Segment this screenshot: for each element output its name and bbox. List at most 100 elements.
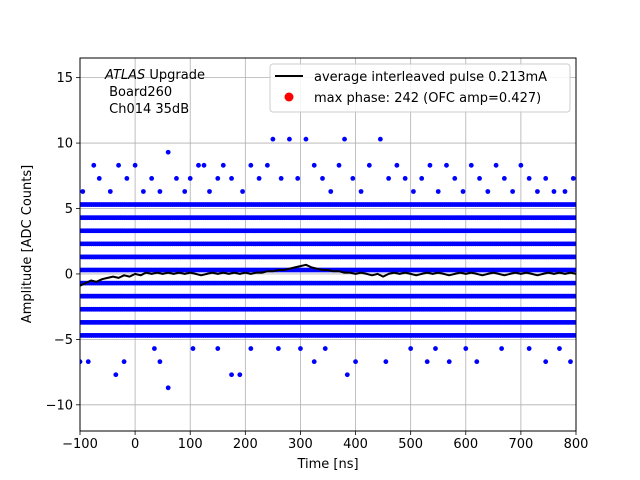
scatter-point (433, 346, 438, 351)
scatter-point (287, 136, 292, 142)
legend-dot-marker (284, 92, 294, 102)
scatter-point (190, 346, 196, 351)
scatter-point (215, 346, 221, 351)
scatter-point (80, 359, 83, 365)
scatter-point (435, 189, 441, 194)
scatter-point (543, 176, 549, 181)
scatter-point (116, 162, 121, 168)
scatter-point (386, 176, 392, 181)
scatter-point (229, 372, 234, 378)
scatter-point (248, 162, 254, 168)
scatter-point (344, 372, 350, 378)
scatter-point (394, 162, 400, 168)
x-tick-label: 700 (508, 437, 533, 452)
scatter-point (336, 162, 342, 168)
scatter-point (303, 136, 309, 142)
scatter-point (85, 359, 91, 365)
scatter-point (411, 189, 416, 194)
scatter-point (165, 385, 171, 391)
scatter-point (140, 189, 146, 194)
average-pulse-line (80, 263, 576, 287)
scatter-point (444, 162, 449, 168)
scatter-point (165, 149, 171, 155)
scatter-point (424, 359, 430, 365)
scatter-point (298, 346, 303, 351)
annotation-line-1: ATLAS Upgrade (104, 68, 205, 83)
scatter-point (573, 202, 576, 207)
scatter-point (220, 162, 226, 168)
scatter-point (562, 189, 568, 194)
scatter-point (518, 162, 524, 168)
scatter-point (570, 176, 576, 181)
scatter-point (551, 189, 557, 194)
scatter-point (132, 162, 138, 168)
annotation-line-2: Board260 (105, 85, 172, 100)
scatter-point (573, 293, 576, 299)
x-tick-label: 0 (131, 437, 139, 452)
scatter-point (237, 372, 243, 378)
scatter-points (80, 136, 576, 391)
scatter-point (526, 346, 532, 351)
scatter-point (463, 346, 469, 351)
scatter-point (201, 162, 207, 168)
y-tick-label: 5 (65, 202, 73, 217)
scatter-point (485, 189, 491, 194)
scatter-point (526, 176, 532, 181)
scatter-point (468, 162, 474, 168)
scatter-point (342, 136, 347, 142)
axis-ticks: −100 0 100 200 300 400 500 600 700 800 −10 −5 0 5 10 15 (46, 71, 589, 452)
legend: average interleaved pulse 0.213mA max ph… (269, 63, 571, 113)
scatter-point (446, 359, 452, 365)
scatter-point (107, 189, 113, 194)
scatter-point (419, 176, 425, 181)
scatter-point (499, 346, 504, 351)
scatter-point (573, 228, 576, 234)
scatter-point (80, 189, 86, 194)
scatter-point (573, 254, 576, 260)
scatter-point (182, 189, 188, 194)
scatter-point (113, 372, 119, 378)
x-tick-label: 100 (178, 437, 203, 452)
scatter-point (573, 280, 576, 286)
scatter-point (573, 267, 576, 273)
scatter-point (215, 176, 221, 181)
scatter-point (452, 176, 458, 181)
scatter-point (121, 359, 127, 365)
scatter-point (157, 189, 163, 194)
annotation-text: Upgrade (145, 68, 205, 83)
scatter-point (568, 359, 573, 365)
scatter-point (460, 189, 466, 194)
x-tick-label: 400 (343, 437, 368, 452)
scatter-point (402, 176, 408, 181)
scatter-point (278, 176, 284, 181)
scatter-point (264, 162, 270, 168)
legend-box (269, 63, 571, 113)
scatter-point (270, 136, 276, 142)
x-tick-label: 600 (453, 437, 478, 452)
scatter-point (543, 359, 549, 365)
x-tick-label: −100 (62, 437, 98, 452)
scatter-point (248, 346, 254, 351)
scatter-point (276, 346, 281, 351)
scatter-point (174, 176, 179, 181)
scatter-point (501, 176, 507, 181)
scatter-point (573, 319, 576, 325)
scatter-point (311, 359, 317, 365)
annotation-line-3: Ch014 35dB (105, 102, 189, 117)
scatter-point (557, 346, 562, 351)
scatter-point (124, 176, 130, 181)
y-tick-label: −5 (54, 333, 73, 348)
scatter-point (328, 189, 334, 194)
scatter-point (573, 215, 576, 221)
scatter-point (573, 241, 576, 247)
scatter-point (229, 176, 234, 181)
scatter-point (573, 306, 576, 312)
legend-entry-0-label: average interleaved pulse 0.213mA (314, 70, 547, 85)
scatter-point (573, 333, 576, 338)
scatter-point (187, 176, 193, 181)
scatter-point (91, 162, 97, 168)
scatter-point (474, 359, 480, 365)
y-tick-label: −10 (46, 398, 73, 413)
x-tick-label: 800 (564, 437, 589, 452)
